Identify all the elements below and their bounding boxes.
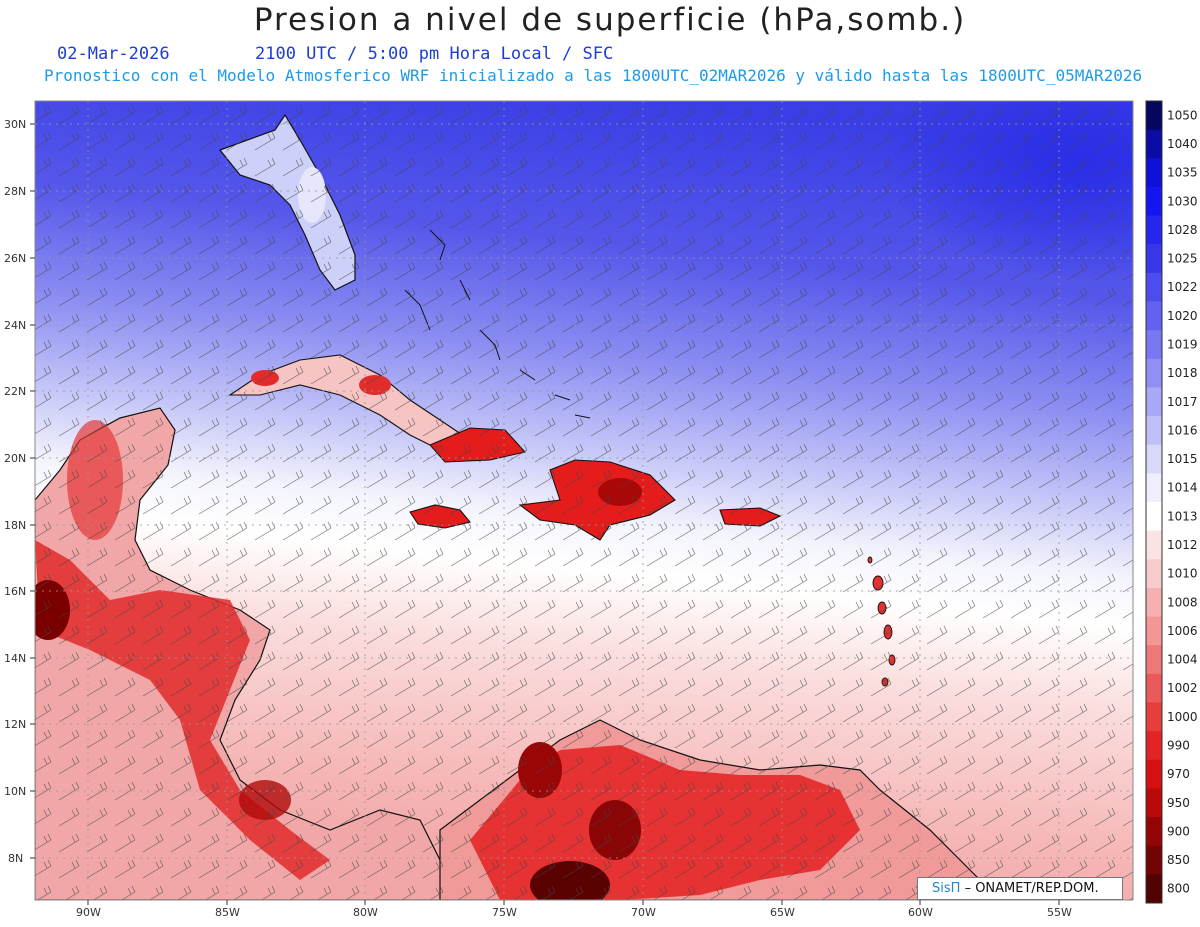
colorbar-label: 1008 — [1167, 595, 1198, 609]
colorbar-swatch — [1146, 759, 1162, 789]
colorbar-frame — [1145, 100, 1163, 904]
colorbar-label: 1018 — [1167, 366, 1198, 380]
colorbar-swatch — [1146, 587, 1162, 618]
lat-label: 16N — [4, 585, 26, 598]
colorbar-swatch — [1146, 358, 1162, 388]
colorbar-label: 1035 — [1167, 166, 1198, 180]
colorbar-swatch — [1146, 817, 1162, 847]
colorbar-label: 970 — [1167, 767, 1190, 781]
pressure-colorbar: 1050 1040 1035 1030 1028 1025 1022 1020 1019 1018… — [1145, 100, 1198, 904]
colorbar-label: 1019 — [1167, 337, 1198, 351]
lon-label: 70W — [631, 906, 656, 919]
forecast-date: 02-Mar-2026 — [57, 44, 170, 64]
colorbar-swatch — [1146, 186, 1162, 217]
colorbar-swatch — [1146, 129, 1162, 159]
lat-axis: 30N 28N 26N 24N 22N 20N 18N 16N 14N 12N … — [4, 118, 26, 865]
colorbar-label: 850 — [1167, 853, 1190, 867]
lon-axis: 90W 85W 80W 75W 70W 65W 60W 55W — [76, 906, 1072, 919]
lat-label: 14N — [4, 652, 26, 665]
colorbar-label: 1016 — [1167, 423, 1198, 437]
colorbar-swatch — [1146, 645, 1162, 675]
colorbar-label: 950 — [1167, 796, 1190, 810]
colorbar-label: 1002 — [1167, 681, 1198, 695]
sispi-logo-text: SisΠ — [932, 881, 961, 896]
lon-label: 60W — [908, 906, 933, 919]
colorbar-swatch — [1146, 330, 1162, 360]
colorbar-label: 1050 — [1167, 108, 1198, 122]
colorbar-swatch — [1146, 731, 1162, 761]
credit-text: – ONAMET/REP.DOM. — [964, 881, 1099, 896]
colorbar-swatch — [1146, 616, 1162, 646]
lat-label: 8N — [8, 852, 23, 865]
lat-label: 26N — [4, 252, 26, 265]
colorbar-swatch — [1146, 530, 1162, 560]
colorbar-swatch — [1146, 673, 1162, 703]
lon-label: 55W — [1047, 906, 1072, 919]
colorbar-label: 1022 — [1167, 280, 1198, 294]
lat-lon-grid — [35, 101, 1133, 900]
credit-box: SisΠ – ONAMET/REP.DOM. — [917, 877, 1123, 900]
colorbar-label: 1025 — [1167, 252, 1198, 266]
colorbar-swatch — [1146, 559, 1162, 589]
colorbar-swatch — [1146, 788, 1162, 818]
colorbar-label: 1020 — [1167, 309, 1198, 323]
colorbar-swatch — [1146, 473, 1162, 503]
colorbar-label: 1010 — [1167, 567, 1198, 581]
lat-label: 22N — [4, 385, 26, 398]
colorbar-swatch — [1146, 101, 1162, 131]
lat-label: 12N — [4, 718, 26, 731]
colorbar-swatch — [1146, 272, 1162, 302]
lon-label: 90W — [76, 906, 101, 919]
lon-label: 75W — [492, 906, 517, 919]
plot-area — [35, 101, 1133, 900]
colorbar-swatch — [1146, 416, 1162, 446]
lat-label: 28N — [4, 185, 26, 198]
lat-label: 30N — [4, 118, 26, 131]
wind-barbs — [35, 101, 1133, 900]
valid-time: 2100 UTC / 5:00 pm Hora Local / SFC — [255, 44, 614, 64]
colorbar-label: 1012 — [1167, 538, 1198, 552]
colorbar-label: 1014 — [1167, 481, 1198, 495]
lat-label: 20N — [4, 452, 26, 465]
lat-label: 24N — [4, 319, 26, 332]
colorbar-swatch — [1146, 244, 1162, 274]
colorbar-label: 1015 — [1167, 452, 1198, 466]
colorbar-label: 900 — [1167, 824, 1190, 838]
lon-label: 85W — [215, 906, 240, 919]
colorbar-label: 1006 — [1167, 624, 1198, 638]
colorbar-swatch — [1146, 301, 1162, 331]
colorbar-label: 1013 — [1167, 509, 1198, 523]
colorbar-swatch — [1146, 702, 1162, 732]
colorbar-swatch — [1146, 845, 1162, 875]
colorbar-swatch — [1146, 387, 1162, 417]
lon-label: 80W — [353, 906, 378, 919]
colorbar-swatch — [1146, 444, 1162, 474]
colorbar-swatch — [1146, 215, 1162, 245]
lat-label: 10N — [4, 785, 26, 798]
colorbar-label: 1000 — [1167, 710, 1198, 724]
colorbar-label: 1017 — [1167, 395, 1198, 409]
colorbar-swatch — [1146, 158, 1162, 188]
lat-label: 18N — [4, 519, 26, 532]
colorbar-label: 990 — [1167, 738, 1190, 752]
map-title: Presion a nivel de superficie (hPa,somb.… — [253, 2, 967, 38]
colorbar-label: 1028 — [1167, 223, 1198, 237]
lat-ticks — [30, 123, 35, 859]
model-subtitle: Pronostico con el Modelo Atmosferico WRF… — [44, 66, 1143, 85]
plot-frame — [34, 100, 1134, 901]
colorbar-swatch — [1146, 874, 1162, 904]
colorbar-swatch — [1146, 502, 1162, 532]
colorbar-label: 1004 — [1167, 653, 1198, 667]
colorbar-label: 1030 — [1167, 194, 1198, 208]
colorbar-label: 1040 — [1167, 137, 1198, 151]
lon-ticks — [87, 900, 1060, 905]
colorbar-label: 800 — [1167, 882, 1190, 896]
lon-label: 65W — [770, 906, 795, 919]
